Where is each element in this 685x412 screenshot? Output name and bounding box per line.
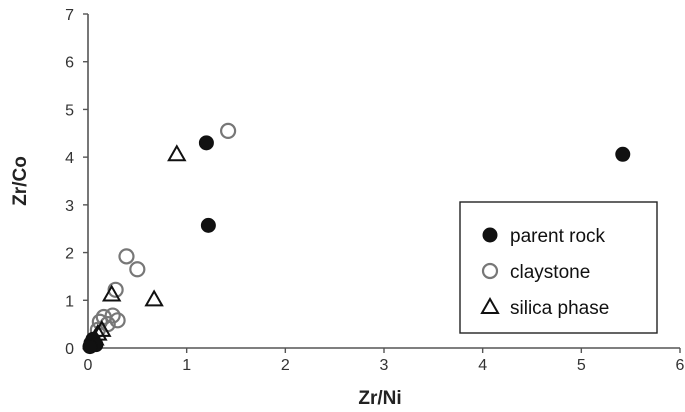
x-tick-label: 0 — [84, 357, 93, 374]
x-tick-label: 3 — [380, 357, 389, 374]
x-tick-label: 4 — [478, 357, 487, 374]
legend-marker-parent-rock — [482, 227, 498, 243]
legend-marker-silica-phase — [480, 296, 500, 314]
legend-label-silica-phase: silica phase — [510, 298, 609, 319]
legend: parent rock claystone silica phase — [459, 201, 658, 334]
parent-rock-point — [615, 146, 631, 162]
legend-box — [459, 201, 658, 334]
y-tick-label: 1 — [65, 293, 74, 310]
x-ticks: 0 1 2 3 4 5 6 — [84, 348, 685, 374]
parent-rock-point — [200, 217, 216, 233]
y-ticks: 0 1 2 3 4 5 6 7 — [65, 7, 88, 358]
y-tick-label: 3 — [65, 198, 74, 215]
x-tick-label: 6 — [676, 357, 685, 374]
x-axis-title: Zr/Ni — [358, 388, 401, 409]
x-tick-label: 1 — [182, 357, 191, 374]
silica-phase-point — [167, 144, 187, 162]
y-tick-label: 2 — [65, 246, 74, 263]
y-tick-label: 0 — [65, 341, 74, 358]
y-tick-label: 7 — [65, 7, 74, 24]
y-tick-label: 4 — [65, 150, 74, 167]
silica-phase-point — [92, 319, 112, 337]
legend-marker-claystone — [481, 262, 499, 280]
x-tick-label: 5 — [577, 357, 586, 374]
parent-rock-point — [198, 135, 214, 151]
y-tick-label: 5 — [65, 102, 74, 119]
data-points — [82, 122, 631, 355]
legend-label-parent-rock: parent rock — [510, 226, 606, 247]
parent-rock-point — [82, 339, 98, 355]
legend-label-claystone: claystone — [510, 262, 590, 283]
claystone-point — [129, 261, 146, 278]
claystone-point — [109, 312, 126, 329]
y-tick-label: 6 — [65, 55, 74, 72]
y-axis-title: Zr/Co — [10, 156, 31, 206]
x-tick-label: 2 — [281, 357, 290, 374]
silica-phase-point — [144, 289, 164, 307]
claystone-point — [104, 307, 121, 324]
claystone-point — [118, 248, 135, 265]
claystone-point — [107, 281, 124, 298]
claystone-point — [220, 122, 237, 139]
silica-phase-point — [101, 284, 122, 302]
